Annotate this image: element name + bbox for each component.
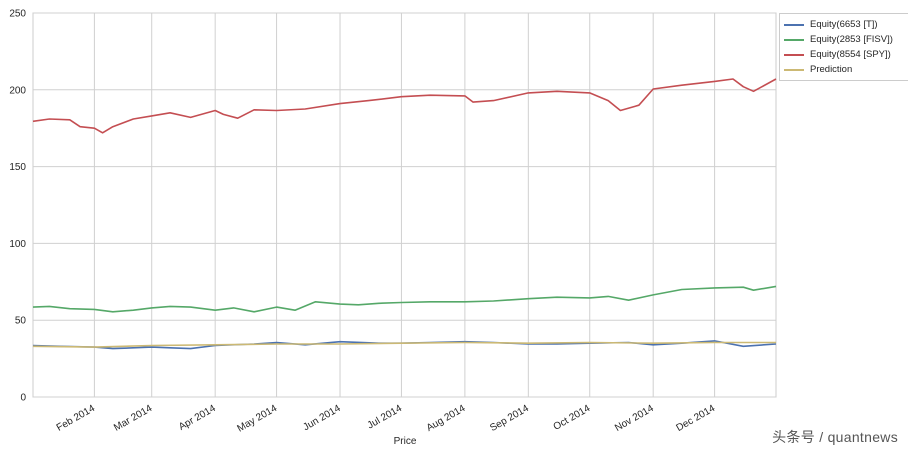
plot-area: [32, 12, 777, 398]
grid: [32, 12, 777, 398]
y-tick-label: 50: [15, 316, 27, 327]
watermark: 头条号 / quantnews: [772, 429, 898, 445]
legend-swatch: [784, 53, 804, 56]
x-tick-label: Dec 2014: [675, 403, 718, 434]
x-tick-label: Jul 2014: [366, 403, 405, 432]
legend-swatch: [784, 23, 804, 26]
legend-label: Equity(2853 [FISV]): [810, 34, 893, 45]
y-tick-label: 100: [9, 239, 26, 250]
legend-swatch: [784, 38, 804, 41]
x-tick-label: Jun 2014: [301, 403, 343, 433]
x-axis-label: Price: [393, 436, 417, 447]
series-line-3: [32, 341, 776, 348]
legend: Equity(6653 [T]) Equity(2853 [FISV]) Equit…: [779, 13, 908, 81]
x-tick-label: Feb 2014: [55, 403, 97, 434]
y-tick-label: 150: [9, 162, 26, 173]
x-tick-label: Nov 2014: [613, 403, 656, 434]
y-tick-label: 0: [20, 393, 26, 404]
legend-item: Equity(8554 [SPY]): [784, 47, 904, 62]
series-lines: [32, 78, 777, 350]
x-tick-label: Mar 2014: [112, 403, 154, 434]
x-tick-label: Aug 2014: [425, 403, 468, 434]
legend-label: Prediction: [810, 64, 853, 75]
y-tick-label: 250: [9, 9, 26, 20]
legend-item: Equity(6653 [T]): [784, 17, 904, 32]
legend-label: Equity(6653 [T]): [810, 19, 878, 30]
x-tick-label: Sep 2014: [488, 403, 531, 434]
x-tick-label: Oct 2014: [552, 403, 593, 433]
y-tick-label: 200: [9, 85, 26, 96]
series-line-2: [32, 78, 777, 134]
legend-item: Prediction: [784, 62, 904, 77]
series-line-1: [32, 285, 777, 313]
x-tick-label: Apr 2014: [177, 403, 218, 433]
legend-swatch: [784, 68, 804, 71]
legend-item: Equity(2853 [FISV]): [784, 32, 904, 47]
legend-label: Equity(8554 [SPY]): [810, 49, 891, 60]
x-tick-label: May 2014: [236, 403, 280, 435]
